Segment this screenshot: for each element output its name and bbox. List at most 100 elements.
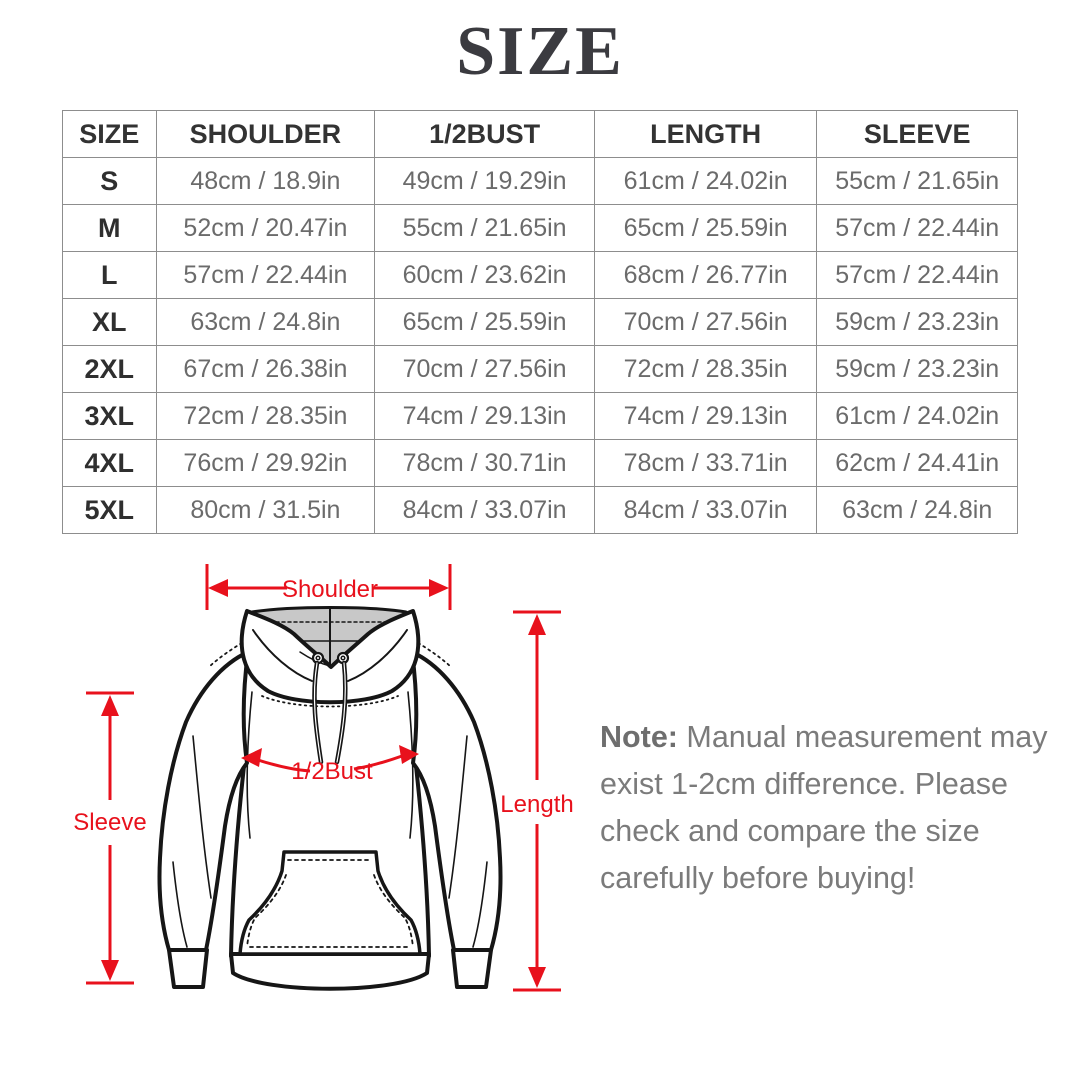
measurement-note: Note: Manual measurement may exist 1-2cm… (600, 714, 1058, 902)
size-cell: L (62, 251, 157, 299)
length-cell: 70cm / 27.56in (593, 298, 818, 346)
hoodie-line-drawing (157, 606, 503, 991)
bust-arrow: 1/2Bust (241, 745, 419, 785)
length-cell: 78cm / 33.71in (593, 439, 818, 487)
size-table-body: S 48cm / 18.9in 49cm / 19.29in 61cm / 24.02… (62, 157, 1018, 534)
size-chart-table: SIZE SHOULDER 1/2BUST LENGTH SLEEVE S 48c… (62, 110, 1018, 534)
arrowhead-down (101, 960, 119, 981)
size-cell: XL (62, 298, 157, 346)
sleeve-cell: 59cm / 23.23in (816, 298, 1018, 346)
sleeve-fold-line (448, 735, 468, 899)
size-cell: 4XL (62, 439, 157, 487)
left-eyelet (311, 651, 325, 665)
right-cuff (451, 948, 493, 989)
hem-band (229, 952, 431, 991)
table-row: M 52cm / 20.47in 55cm / 21.65in 65cm / 25.5… (62, 204, 1018, 252)
cowl-crease (252, 629, 313, 682)
length-cell: 72cm / 28.35in (593, 345, 818, 393)
body-fold-line (407, 691, 414, 839)
bust-cell: 84cm / 33.07in (374, 486, 595, 534)
column-header-size: SIZE (62, 110, 157, 158)
length-cell: 84cm / 33.07in (593, 486, 818, 534)
sleeve-arrow: Sleeve (73, 691, 147, 985)
length-arrow: Length (500, 610, 574, 992)
length-cell: 74cm / 29.13in (593, 392, 818, 440)
size-cell: 5XL (62, 486, 157, 534)
length-cell: 61cm / 24.02in (593, 157, 818, 205)
left-drawstring (312, 660, 324, 765)
arrowhead-up (528, 614, 546, 635)
cowl-crease (347, 629, 408, 682)
bust-cell: 70cm / 27.56in (374, 345, 595, 393)
bust-arrow-label: 1/2Bust (291, 758, 373, 785)
left-drawstring-highlight (313, 662, 322, 763)
size-cell: 2XL (62, 345, 157, 393)
right-eyelet (336, 651, 350, 665)
column-header-shoulder: SHOULDER (155, 110, 376, 158)
bust-cell: 74cm / 29.13in (374, 392, 595, 440)
shoulder-cell: 67cm / 26.38in (155, 345, 376, 393)
shoulder-seam-stitch (209, 639, 248, 667)
note-label: Note: (600, 720, 678, 754)
table-row: XL 63cm / 24.8in 65cm / 25.59in 70cm / 27.5… (62, 298, 1018, 346)
sleeve-cell: 55cm / 21.65in (816, 157, 1018, 205)
size-cell: S (62, 157, 157, 205)
shoulder-cell: 80cm / 31.5in (155, 486, 376, 534)
table-row: 3XL 72cm / 28.35in 74cm / 29.13in 74cm / 29… (62, 392, 1018, 440)
table-header-row: SIZE SHOULDER 1/2BUST LENGTH SLEEVE (62, 110, 1018, 158)
sleeve-fold-line (192, 735, 212, 899)
kangaroo-pocket (238, 850, 422, 956)
table-row: S 48cm / 18.9in 49cm / 19.29in 61cm / 24.02… (62, 157, 1018, 205)
sleeve-cell: 63cm / 24.8in (816, 486, 1018, 534)
hood-lining (250, 606, 408, 678)
arrowhead-right (429, 579, 449, 597)
shoulder-cell: 76cm / 29.92in (155, 439, 376, 487)
right-eyelet-hole (340, 655, 346, 661)
bust-cell: 55cm / 21.65in (374, 204, 595, 252)
arrowhead-left (241, 748, 262, 767)
cowl-bottom-stitch (261, 695, 399, 708)
column-header-sleeve: SLEEVE (816, 110, 1018, 158)
note-text: Manual measurement may exist 1-2cm diffe… (600, 720, 1048, 895)
hoodie-left-sleeve (157, 650, 250, 952)
shoulder-arrow-label: Shoulder (282, 576, 378, 603)
size-cell: 3XL (62, 392, 157, 440)
measurement-arrows: Shoulder 1/2Bust Sleeve Length (73, 564, 574, 992)
table-row: 5XL 80cm / 31.5in 84cm / 33.07in 84cm / 33.… (62, 486, 1018, 534)
table-row: L 57cm / 22.44in 60cm / 23.62in 68cm / 26.7… (62, 251, 1018, 299)
arrowhead-up (101, 695, 119, 716)
arrowhead-down (528, 967, 546, 988)
sleeve-cell: 57cm / 22.44in (816, 251, 1018, 299)
hoodie-right-sleeve (410, 650, 503, 952)
bust-cell: 78cm / 30.71in (374, 439, 595, 487)
bust-cell: 49cm / 19.29in (374, 157, 595, 205)
shoulder-cell: 52cm / 20.47in (155, 204, 376, 252)
cowl-crease (299, 651, 331, 667)
column-header-bust: 1/2BUST (374, 110, 595, 158)
sleeve-fold-line (172, 861, 188, 948)
left-eyelet-hole (315, 655, 321, 661)
arrowhead-right (399, 745, 419, 764)
bust-cell: 60cm / 23.62in (374, 251, 595, 299)
table-row: 2XL 67cm / 26.38in 70cm / 27.56in 72cm / 28… (62, 345, 1018, 393)
shoulder-seam-stitch (412, 639, 451, 667)
cowl-collar (239, 609, 421, 705)
body-fold-line (246, 691, 253, 839)
sleeve-cell: 61cm / 24.02in (816, 392, 1018, 440)
hoodie-body (229, 639, 431, 958)
sleeve-cell: 57cm / 22.44in (816, 204, 1018, 252)
shoulder-cell: 72cm / 28.35in (155, 392, 376, 440)
sleeve-cell: 59cm / 23.23in (816, 345, 1018, 393)
sleeve-arrow-label: Sleeve (73, 809, 146, 836)
table-row: 4XL 76cm / 29.92in 78cm / 30.71in 78cm / 33… (62, 439, 1018, 487)
length-cell: 65cm / 25.59in (593, 204, 818, 252)
sleeve-cell: 62cm / 24.41in (816, 439, 1018, 487)
size-cell: M (62, 204, 157, 252)
shoulder-cell: 48cm / 18.9in (155, 157, 376, 205)
length-cell: 68cm / 26.77in (593, 251, 818, 299)
pocket-stitching (246, 859, 414, 948)
length-arrow-label: Length (500, 791, 573, 818)
bust-cell: 65cm / 25.59in (374, 298, 595, 346)
page-title: SIZE (456, 13, 624, 90)
shoulder-cell: 63cm / 24.8in (155, 298, 376, 346)
